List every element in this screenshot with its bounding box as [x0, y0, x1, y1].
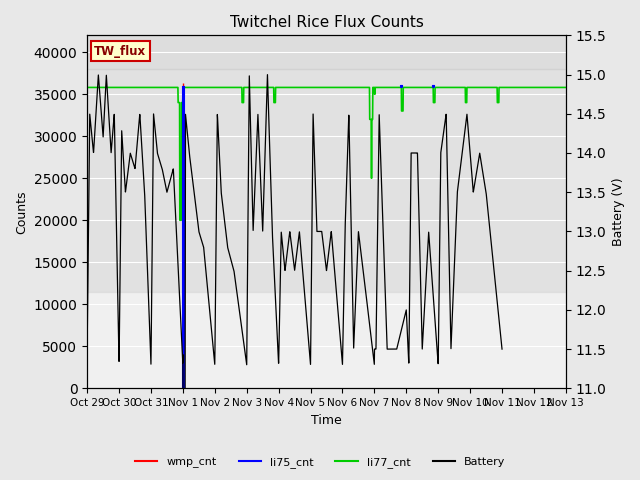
li77_cnt — [108, 84, 115, 90]
Battery — [83, 346, 91, 352]
Battery — [258, 201, 266, 206]
Text: TW_flux: TW_flux — [94, 45, 147, 58]
Y-axis label: Counts: Counts — [15, 190, 28, 234]
Line: li77_cnt: li77_cnt — [87, 87, 566, 220]
li75_cnt — [179, 385, 187, 391]
Battery — [486, 223, 493, 228]
Y-axis label: Battery (V): Battery (V) — [612, 178, 625, 246]
li77_cnt — [548, 84, 556, 90]
Battery — [264, 72, 271, 78]
li77_cnt — [316, 84, 324, 90]
Battery — [498, 346, 506, 352]
Title: Twitchel Rice Flux Counts: Twitchel Rice Flux Counts — [230, 15, 424, 30]
li75_cnt — [180, 385, 188, 391]
X-axis label: Time: Time — [311, 414, 342, 427]
Battery — [280, 262, 288, 268]
Battery — [385, 346, 392, 352]
li77_cnt — [548, 84, 556, 90]
li77_cnt — [562, 84, 570, 90]
Legend: wmp_cnt, li75_cnt, li77_cnt, Battery: wmp_cnt, li75_cnt, li77_cnt, Battery — [131, 452, 509, 472]
Line: li75_cnt: li75_cnt — [183, 87, 184, 388]
li77_cnt — [303, 84, 311, 90]
li77_cnt — [176, 217, 184, 223]
li77_cnt — [460, 84, 468, 90]
Bar — [87, 69, 566, 292]
li75_cnt — [180, 84, 188, 90]
Battery — [261, 157, 269, 163]
Line: Battery: Battery — [87, 75, 502, 480]
Bar — [87, 36, 566, 69]
Battery — [465, 134, 473, 140]
li75_cnt — [179, 84, 187, 90]
li77_cnt — [83, 84, 91, 90]
